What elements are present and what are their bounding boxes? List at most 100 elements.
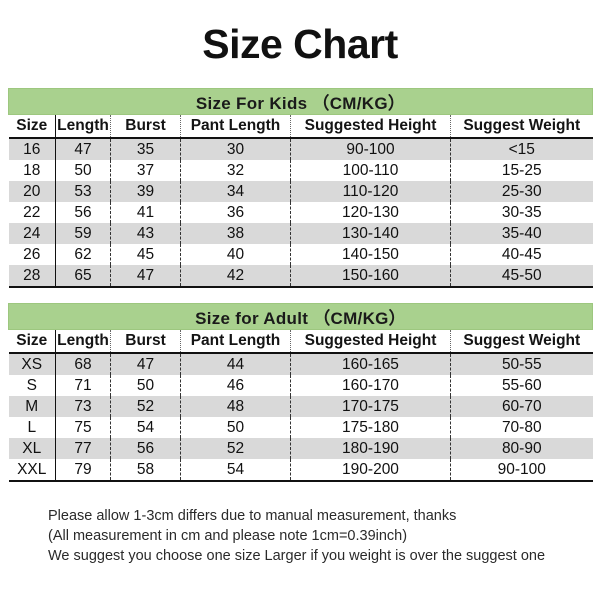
cell-suggest-weight: 50-55 <box>449 353 593 375</box>
cell-suggest-weight: 90-100 <box>449 459 593 482</box>
cell-length: 79 <box>55 459 111 482</box>
cell-pant-length: 40 <box>180 244 291 265</box>
cell-length: 65 <box>55 265 111 288</box>
cell-burst: 56 <box>110 438 181 459</box>
table-row: 24 59 43 38 130-140 35-40 <box>8 223 593 244</box>
table-row: M 73 52 48 170-175 60-70 <box>8 396 593 417</box>
table-row: 16 47 35 30 90-100 <15 <box>8 138 593 160</box>
cell-length: 77 <box>55 438 111 459</box>
cell-suggested-height: 190-200 <box>290 459 451 482</box>
column-header-suggest-weight: Suggest Weight <box>450 114 593 139</box>
cell-burst: 47 <box>110 265 181 288</box>
cell-suggested-height: 110-120 <box>290 181 451 202</box>
table-row: XXL 79 58 54 190-200 90-100 <box>8 459 593 482</box>
cell-size: 24 <box>8 223 56 244</box>
cell-burst: 45 <box>110 244 181 265</box>
column-header-size: Size <box>8 114 56 139</box>
cell-size: XS <box>8 353 56 375</box>
adult-size-table: Size for Adult （CM/KG） Size Length Burst… <box>7 303 594 482</box>
column-header-length: Length <box>55 329 111 354</box>
cell-length: 59 <box>55 223 111 244</box>
table-row: XL 77 56 52 180-190 80-90 <box>8 438 593 459</box>
table-row: 26 62 45 40 140-150 40-45 <box>8 244 593 265</box>
cell-length: 62 <box>55 244 111 265</box>
cell-pant-length: 36 <box>180 202 291 223</box>
column-header-burst: Burst <box>110 329 181 354</box>
cell-suggest-weight: 60-70 <box>449 396 593 417</box>
footer-notes: Please allow 1-3cm differs due to manual… <box>48 506 568 566</box>
table-row: 18 50 37 32 100-110 15-25 <box>8 160 593 181</box>
cell-suggested-height: 180-190 <box>290 438 451 459</box>
cell-length: 50 <box>55 160 111 181</box>
cell-suggested-height: 170-175 <box>290 396 451 417</box>
table-row: S 71 50 46 160-170 55-60 <box>8 375 593 396</box>
cell-length: 71 <box>55 375 111 396</box>
cell-size: L <box>8 417 56 438</box>
page-title: Size Chart <box>202 21 398 67</box>
cell-pant-length: 38 <box>180 223 291 244</box>
cell-size: 16 <box>8 138 56 160</box>
cell-pant-length: 54 <box>180 459 291 482</box>
cell-length: 47 <box>55 138 111 160</box>
kids-table-band: Size For Kids （CM/KG） <box>8 88 593 115</box>
kids-header-row: Size Length Burst Pant Length Suggested … <box>8 114 593 139</box>
cell-suggested-height: 140-150 <box>290 244 451 265</box>
cell-burst: 39 <box>110 181 181 202</box>
column-header-pant-length: Pant Length <box>180 114 291 139</box>
kids-size-table: Size For Kids （CM/KG） Size Length Burst … <box>8 88 593 288</box>
cell-burst: 41 <box>110 202 181 223</box>
cell-suggest-weight: 40-45 <box>450 244 593 265</box>
table-row: L 75 54 50 175-180 70-80 <box>8 417 593 438</box>
adult-band-label-cell: Size for Adult （CM/KG） <box>7 303 594 330</box>
cell-pant-length: 52 <box>180 438 291 459</box>
cell-size: 20 <box>8 181 56 202</box>
cell-size: 28 <box>8 265 56 288</box>
cell-suggested-height: 150-160 <box>290 265 451 288</box>
cell-burst: 50 <box>110 375 181 396</box>
cell-length: 53 <box>55 181 111 202</box>
cell-suggest-weight: 45-50 <box>450 265 593 288</box>
cell-burst: 54 <box>110 417 181 438</box>
column-header-suggested-height: Suggested Height <box>290 329 451 354</box>
note-line-3: We suggest you choose one size Larger if… <box>48 548 546 564</box>
cell-size: XL <box>8 438 56 459</box>
cell-burst: 47 <box>110 353 181 375</box>
cell-length: 56 <box>55 202 111 223</box>
cell-length: 68 <box>55 353 111 375</box>
cell-suggested-height: 130-140 <box>290 223 451 244</box>
adult-band-label: Size for Adult （CM/KG） <box>195 309 406 328</box>
cell-suggested-height: 160-165 <box>290 353 451 375</box>
note-line-2: (All measurement in cm and please note 1… <box>48 528 408 544</box>
cell-suggested-height: 120-130 <box>290 202 451 223</box>
cell-suggested-height: 175-180 <box>290 417 451 438</box>
cell-suggested-height: 90-100 <box>290 138 451 160</box>
cell-suggest-weight: 70-80 <box>449 417 593 438</box>
adult-table-band: Size for Adult （CM/KG） <box>7 303 594 330</box>
table-row: 22 56 41 36 120-130 30-35 <box>8 202 593 223</box>
cell-pant-length: 50 <box>180 417 291 438</box>
cell-pant-length: 48 <box>180 396 291 417</box>
cell-suggest-weight: 35-40 <box>450 223 593 244</box>
cell-suggest-weight: 30-35 <box>450 202 593 223</box>
cell-suggest-weight: <15 <box>450 138 593 160</box>
cell-pant-length: 44 <box>180 353 291 375</box>
cell-burst: 35 <box>110 138 181 160</box>
cell-size: XXL <box>8 459 56 482</box>
column-header-length: Length <box>55 114 111 139</box>
cell-size: 22 <box>8 202 56 223</box>
cell-burst: 52 <box>110 396 181 417</box>
cell-burst: 43 <box>110 223 181 244</box>
cell-size: M <box>8 396 56 417</box>
cell-pant-length: 32 <box>180 160 291 181</box>
column-header-size: Size <box>8 329 56 354</box>
cell-pant-length: 34 <box>180 181 291 202</box>
cell-suggest-weight: 25-30 <box>450 181 593 202</box>
column-header-suggest-weight: Suggest Weight <box>449 329 593 354</box>
cell-size: S <box>8 375 56 396</box>
cell-length: 73 <box>55 396 111 417</box>
cell-suggest-weight: 15-25 <box>450 160 593 181</box>
adult-header-row: Size Length Burst Pant Length Suggested … <box>8 329 593 354</box>
cell-size: 26 <box>8 244 56 265</box>
table-row: XS 68 47 44 160-165 50-55 <box>8 353 593 375</box>
cell-pant-length: 46 <box>180 375 291 396</box>
